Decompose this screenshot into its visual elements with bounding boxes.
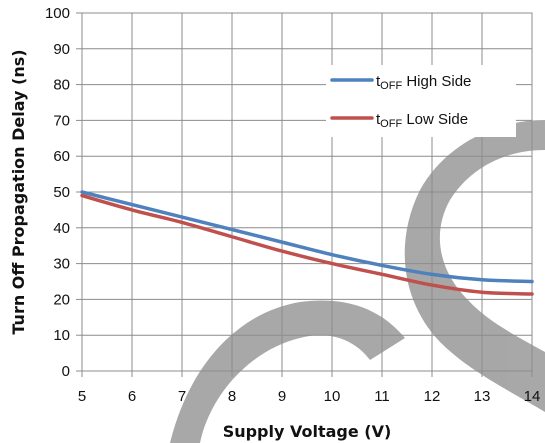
x-tick-label: 5	[78, 388, 86, 405]
legend-label: tOFF High Side	[376, 73, 471, 92]
legend-label-subscript: OFF	[380, 80, 402, 92]
x-axis-ticks: 5 6 7 8 9 10 11 12 13 14	[78, 371, 541, 405]
y-tick-label: 20	[53, 291, 70, 308]
legend-label-prefix: t	[376, 73, 381, 90]
x-tick-label: 9	[278, 388, 286, 405]
x-tick-label: 10	[324, 388, 341, 405]
y-tick-label: 0	[62, 363, 70, 380]
y-tick-label: 70	[53, 112, 70, 129]
legend-label-subscript: OFF	[380, 118, 402, 130]
x-tick-label: 14	[524, 388, 541, 405]
y-tick-label: 10	[53, 327, 70, 344]
x-tick-label: 13	[474, 388, 491, 405]
y-axis-title: Turn Off Propagation Delay (ns)	[9, 49, 28, 334]
x-tick-label: 7	[178, 388, 186, 405]
y-tick-label: 100	[45, 5, 70, 22]
x-tick-label: 12	[424, 388, 441, 405]
watermark-logo	[170, 120, 545, 443]
y-tick-label: 60	[53, 148, 70, 165]
legend-label-prefix: t	[376, 111, 381, 128]
legend-label-suffix: High Side	[402, 73, 471, 90]
x-tick-label: 6	[128, 388, 136, 405]
legend-label-suffix: Low Side	[402, 111, 468, 128]
y-tick-label: 40	[53, 220, 70, 237]
y-tick-label: 80	[53, 77, 70, 94]
y-tick-label: 30	[53, 256, 70, 273]
x-axis-title: Supply Voltage (V)	[223, 422, 392, 441]
series-line-high-side	[80, 190, 534, 284]
y-axis-ticks: 0 10 20 30 40 50 60 70 80 90 100	[45, 5, 82, 380]
x-tick-label: 11	[374, 388, 390, 405]
series-line-low-side	[80, 193, 534, 296]
x-tick-label: 8	[228, 388, 236, 405]
series-lines	[80, 190, 534, 296]
legend-label: tOFF Low Side	[376, 111, 468, 130]
y-tick-label: 90	[53, 41, 70, 58]
legend-background	[326, 65, 516, 137]
y-tick-label: 50	[53, 184, 70, 201]
